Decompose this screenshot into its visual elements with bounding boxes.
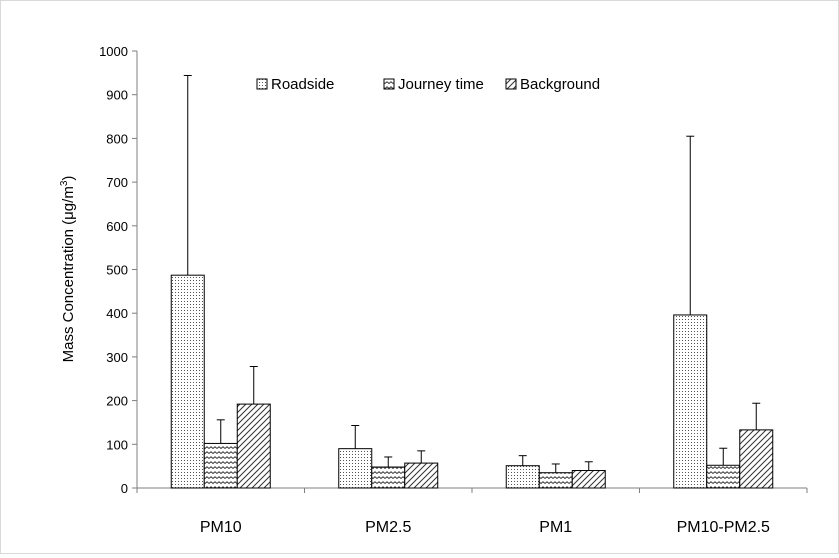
bar-waves (371, 466, 406, 489)
legend-label: Journey time (398, 76, 484, 93)
bar-diagonal-hatch (236, 403, 271, 489)
legend-label: Background (520, 76, 600, 93)
y-tick-label: 900 (106, 88, 128, 103)
bar-diagonal-hatch (571, 470, 606, 489)
y-tick-label: 700 (106, 175, 128, 190)
y-tick-label: 0 (121, 481, 128, 496)
x-tick-label: PM10-PM2.5 (677, 519, 770, 536)
y-axis-label-superscript: 3 (59, 180, 70, 186)
bar-dots (673, 314, 708, 489)
bar-waves (538, 472, 573, 489)
y-tick-label: 600 (106, 219, 128, 234)
bar-diagonal-hatch (404, 462, 439, 489)
legend-swatch-diagonal-hatch (505, 78, 517, 90)
y-axis-label-text: Mass Concentration (μg/m (60, 186, 77, 362)
legend-swatch-waves (383, 78, 395, 90)
x-tick-label: PM2.5 (365, 519, 411, 536)
x-tick-label: PM1 (539, 519, 572, 536)
tick-labels: 0 100 200 300 400 500 600 700 800 900 1000 PM10 PM2.… (99, 44, 770, 536)
y-tick-label: 200 (106, 394, 128, 409)
bar-waves (706, 464, 741, 489)
y-axis-label: Mass Concentration (μg/m3) (59, 176, 77, 363)
legend: Roadside Journey time Background (256, 76, 600, 93)
x-tick-label: PM10 (200, 519, 242, 536)
y-axis-label-suffix: ) (60, 176, 77, 181)
y-tick-label: 800 (106, 131, 128, 146)
legend-label: Roadside (271, 76, 334, 93)
bar-diagonal-hatch (739, 429, 774, 489)
y-tick-label: 400 (106, 306, 128, 321)
error-bars (183, 74, 761, 473)
y-tick-label: 1000 (99, 44, 128, 59)
bar-dots (338, 448, 373, 489)
bar-dots (170, 274, 205, 489)
y-tick-label: 500 (106, 263, 128, 278)
bar-dots (505, 465, 540, 489)
legend-swatch-dots (256, 78, 268, 90)
y-tick-label: 300 (106, 350, 128, 365)
y-tick-label: 100 (106, 437, 128, 452)
bars (170, 274, 774, 489)
bar-waves (203, 442, 238, 489)
